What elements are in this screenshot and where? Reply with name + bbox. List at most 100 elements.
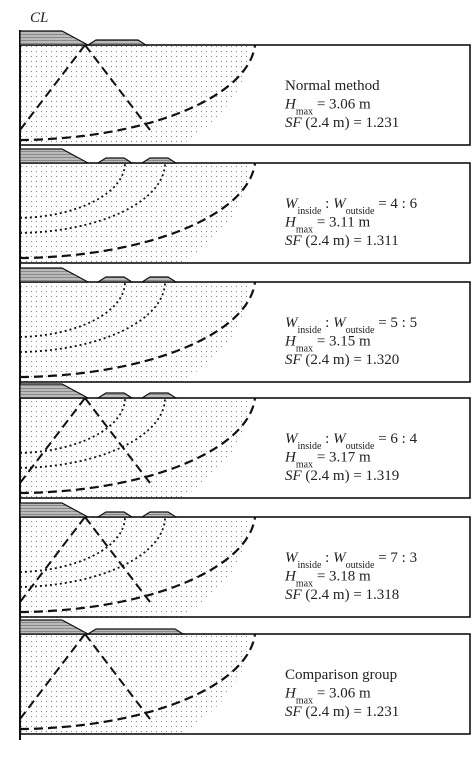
subscript: outside — [346, 206, 375, 217]
slip-arc — [20, 517, 257, 614]
embankment — [19, 502, 89, 518]
embankment — [19, 30, 89, 46]
subscript: inside — [298, 206, 322, 217]
panel — [20, 163, 257, 263]
label-text: H — [284, 215, 297, 231]
subscript: inside — [298, 560, 322, 571]
subscript: outside — [346, 560, 375, 571]
embankment — [19, 148, 89, 164]
label-text: = 5 : 5 — [374, 315, 417, 331]
label-text: (2.4 m) = 1.311 — [302, 233, 399, 249]
slip-arc — [20, 163, 257, 260]
label-text: : — [321, 431, 333, 447]
panel-label: Winside : Woutside = 4 : 6 — [285, 196, 418, 217]
panel — [20, 398, 257, 498]
label-text: W — [333, 550, 347, 566]
label-text: SF — [285, 587, 303, 603]
label-text: SF — [285, 704, 303, 720]
berm — [85, 628, 186, 635]
subscript: inside — [298, 441, 322, 452]
inner-arc — [20, 282, 166, 353]
panel-label: SF (2.4 m) = 1.231 — [285, 704, 399, 720]
cl-label: CL — [30, 10, 48, 26]
panel-label: Winside : Woutside = 5 : 5 — [285, 315, 417, 336]
label-text: = 3.17 m — [313, 450, 371, 466]
subscript: max — [296, 695, 313, 706]
inner-arc — [20, 163, 166, 234]
embankment — [19, 267, 89, 283]
inner-arc — [20, 282, 126, 338]
stress-field — [20, 282, 250, 382]
stress-field — [20, 398, 250, 498]
panel — [20, 634, 257, 734]
subscript: max — [296, 106, 313, 117]
berm — [95, 392, 135, 399]
panel-box — [19, 397, 471, 499]
label-text: W — [285, 550, 299, 566]
label-text: (2.4 m) = 1.318 — [302, 587, 400, 603]
stress-field — [20, 634, 250, 734]
label-text: SF — [285, 233, 303, 249]
panel-box — [19, 44, 471, 146]
label-text: SF — [285, 352, 303, 368]
berm — [139, 392, 179, 399]
berm — [95, 511, 135, 518]
slip-line — [20, 517, 86, 603]
label-text: = 3.11 m — [313, 215, 370, 231]
panel-label: SF (2.4 m) = 1.231 — [285, 115, 399, 131]
slip-line — [20, 634, 86, 720]
label-text: W — [285, 196, 299, 212]
panel-label: Hmax = 3.11 m — [284, 215, 370, 236]
embankment — [19, 383, 89, 399]
panel-label: Hmax = 3.06 m — [284, 686, 371, 707]
stress-field — [20, 163, 250, 263]
label-text: = 3.06 m — [313, 97, 371, 113]
panel-label: Hmax = 3.15 m — [284, 334, 371, 355]
panel — [20, 45, 257, 145]
label-text: W — [285, 431, 299, 447]
label-text: W — [333, 196, 347, 212]
stress-field — [20, 517, 250, 617]
panel-box — [19, 281, 471, 383]
panel-label: SF (2.4 m) = 1.318 — [285, 587, 399, 603]
stress-field — [20, 45, 250, 145]
slip-line — [84, 398, 151, 484]
inner-arc — [20, 163, 126, 219]
subscript: max — [296, 459, 313, 470]
panel-label: SF (2.4 m) = 1.320 — [285, 352, 399, 368]
embankment — [19, 619, 89, 635]
slip-line — [84, 517, 151, 603]
label-text: : — [321, 196, 333, 212]
berm — [85, 39, 149, 46]
label-text: = 3.06 m — [313, 686, 371, 702]
slip-arc — [20, 398, 257, 495]
subscript: max — [296, 578, 313, 589]
panel-label: Hmax = 3.17 m — [284, 450, 371, 471]
berm — [139, 157, 179, 164]
panel — [20, 282, 257, 382]
label-text: W — [285, 315, 299, 331]
berm — [139, 511, 179, 518]
label-text: = 7 : 3 — [374, 550, 417, 566]
panel-label: Normal method — [285, 78, 380, 94]
label-text: W — [333, 431, 347, 447]
label-text: (2.4 m) = 1.231 — [302, 115, 400, 131]
slip-line — [20, 398, 86, 484]
panel-box — [19, 162, 471, 264]
slip-arc — [20, 282, 257, 379]
label-text: = 6 : 4 — [374, 431, 417, 447]
panel-label: SF (2.4 m) = 1.311 — [285, 233, 399, 249]
panel-label: Comparison group — [285, 667, 397, 683]
label-text: = 4 : 6 — [374, 196, 417, 212]
panel-label: Hmax = 3.18 m — [284, 569, 371, 590]
subscript: inside — [298, 325, 322, 336]
label-text: H — [284, 686, 297, 702]
berm — [139, 276, 179, 283]
label-text: Normal method — [285, 78, 380, 94]
slip-line — [84, 634, 151, 720]
slip-arc — [20, 634, 257, 731]
inner-arc — [20, 517, 126, 573]
label-text: SF — [285, 115, 303, 131]
subscript: outside — [346, 325, 375, 336]
slip-line — [84, 45, 151, 131]
